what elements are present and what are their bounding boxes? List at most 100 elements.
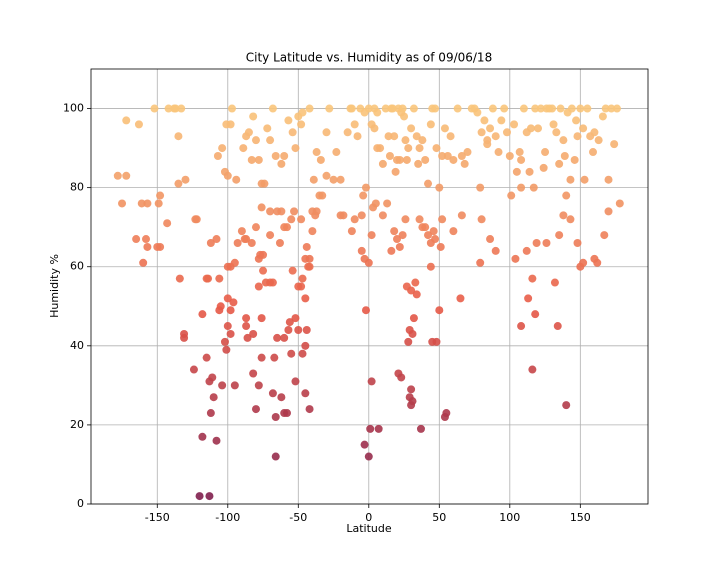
point bbox=[435, 183, 444, 192]
point bbox=[366, 424, 375, 433]
point bbox=[570, 155, 579, 164]
point bbox=[412, 290, 421, 299]
point bbox=[418, 136, 427, 145]
point bbox=[512, 167, 521, 176]
point bbox=[305, 104, 314, 113]
point bbox=[457, 152, 466, 160]
point bbox=[305, 405, 314, 414]
point bbox=[242, 314, 251, 323]
point bbox=[257, 353, 266, 362]
point bbox=[239, 144, 248, 153]
point bbox=[431, 104, 440, 113]
point bbox=[424, 179, 433, 188]
point bbox=[206, 409, 215, 418]
point bbox=[301, 294, 310, 303]
point bbox=[212, 436, 221, 445]
point bbox=[271, 152, 280, 160]
point bbox=[302, 326, 311, 334]
point bbox=[198, 432, 207, 441]
point bbox=[522, 246, 531, 255]
point bbox=[387, 246, 396, 255]
point bbox=[298, 274, 307, 283]
point bbox=[251, 405, 260, 414]
point bbox=[202, 353, 211, 362]
x-tick-label: -50 bbox=[289, 511, 307, 524]
point bbox=[477, 215, 486, 224]
point bbox=[273, 333, 282, 342]
point bbox=[402, 155, 411, 164]
point bbox=[249, 112, 258, 121]
point bbox=[304, 262, 313, 271]
x-tick-label: -150 bbox=[145, 511, 170, 524]
point bbox=[212, 235, 221, 244]
point bbox=[404, 144, 413, 153]
point bbox=[249, 369, 258, 378]
point bbox=[122, 171, 131, 180]
point bbox=[288, 266, 297, 275]
point bbox=[215, 274, 224, 283]
point bbox=[473, 108, 482, 117]
point bbox=[519, 104, 528, 113]
point bbox=[576, 104, 585, 113]
point bbox=[384, 132, 393, 141]
point bbox=[339, 211, 348, 220]
point bbox=[242, 322, 251, 331]
point bbox=[610, 140, 619, 149]
point bbox=[223, 322, 232, 331]
y-tick-label: 60 bbox=[70, 260, 84, 273]
point bbox=[325, 104, 334, 113]
point bbox=[559, 211, 568, 220]
point bbox=[222, 345, 231, 354]
point bbox=[500, 104, 509, 113]
point bbox=[409, 104, 418, 113]
point bbox=[271, 413, 280, 421]
point bbox=[132, 235, 141, 244]
point bbox=[407, 124, 416, 133]
point bbox=[118, 199, 127, 208]
point bbox=[298, 349, 307, 358]
point bbox=[275, 239, 284, 247]
point bbox=[189, 365, 198, 374]
point bbox=[615, 199, 624, 208]
y-tick-label: 40 bbox=[70, 339, 84, 352]
point bbox=[494, 148, 503, 157]
point bbox=[263, 124, 272, 133]
point bbox=[237, 227, 246, 236]
point bbox=[526, 124, 535, 133]
x-tick-label: 50 bbox=[432, 511, 446, 524]
point bbox=[228, 104, 237, 113]
point bbox=[220, 337, 229, 346]
point bbox=[257, 203, 266, 212]
point bbox=[137, 199, 146, 208]
point bbox=[497, 116, 506, 125]
point bbox=[378, 211, 387, 220]
point bbox=[271, 452, 280, 461]
point bbox=[555, 159, 564, 168]
point bbox=[505, 152, 514, 160]
point bbox=[244, 128, 253, 137]
point bbox=[460, 159, 469, 168]
point bbox=[525, 167, 534, 176]
point bbox=[291, 314, 300, 323]
point bbox=[291, 144, 300, 153]
y-tick-label: 80 bbox=[70, 181, 84, 194]
point bbox=[416, 424, 425, 433]
point bbox=[291, 377, 300, 386]
point bbox=[309, 175, 318, 184]
point bbox=[395, 242, 404, 251]
point bbox=[280, 152, 289, 160]
point bbox=[357, 211, 366, 220]
point bbox=[315, 191, 324, 200]
point bbox=[378, 159, 387, 168]
point bbox=[517, 155, 526, 164]
point bbox=[559, 136, 568, 145]
point bbox=[414, 159, 423, 168]
point bbox=[435, 306, 444, 315]
point bbox=[254, 155, 263, 164]
point bbox=[412, 132, 421, 141]
point bbox=[373, 108, 382, 117]
point bbox=[277, 159, 286, 168]
point bbox=[408, 329, 417, 338]
